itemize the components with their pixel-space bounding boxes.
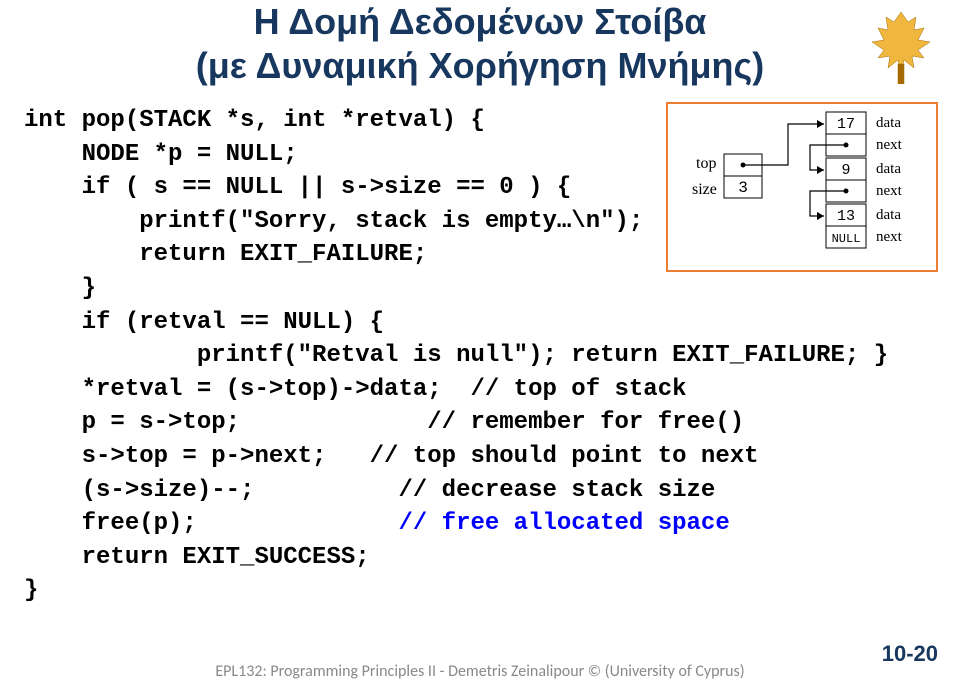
- page-number: 10-20: [882, 641, 938, 667]
- slide: { "title": { "line1": "Η Δομή Δεδομένων …: [0, 0, 960, 689]
- code-block: int pop(STACK *s, int *retval) { NODE *p…: [24, 104, 888, 608]
- title-line-2: (με Δυναμική Χορήγηση Μνήμης): [0, 44, 960, 88]
- university-logo-icon: [872, 12, 930, 84]
- footer-text: EPL132: Programming Principles II - Deme…: [0, 662, 960, 681]
- title-block: Η Δομή Δεδομένων Στοίβα (με Δυναμική Χορ…: [0, 0, 960, 88]
- title-line-1: Η Δομή Δεδομένων Στοίβα: [0, 0, 960, 44]
